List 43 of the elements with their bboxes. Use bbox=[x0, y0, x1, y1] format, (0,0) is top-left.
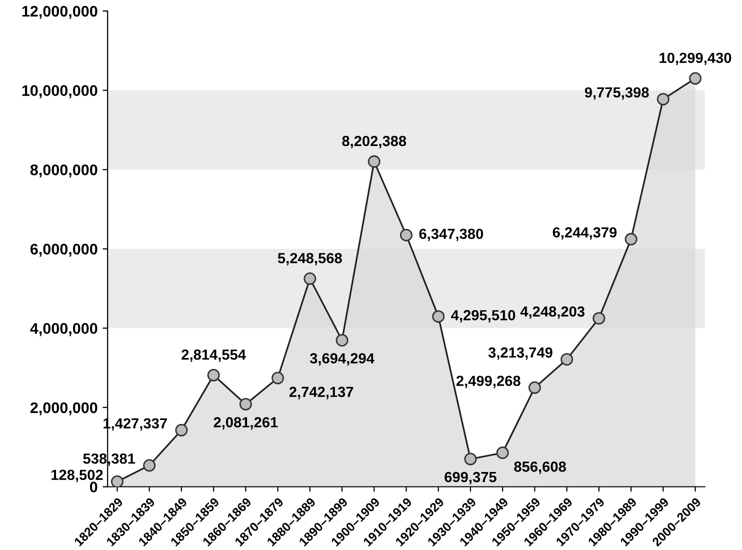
y-tick-label: 10,000,000 bbox=[22, 85, 98, 98]
point bbox=[496, 446, 509, 460]
point bbox=[207, 368, 220, 382]
point bbox=[592, 312, 606, 325]
point bbox=[336, 334, 348, 347]
data-label: 699,375 bbox=[444, 472, 496, 484]
data-label: 4,248,203 bbox=[520, 306, 585, 319]
point bbox=[239, 398, 252, 410]
point bbox=[272, 372, 284, 384]
point bbox=[368, 155, 380, 168]
data-label: 2,499,268 bbox=[456, 376, 520, 388]
data-label: 5,248,568 bbox=[278, 252, 342, 266]
point bbox=[464, 452, 477, 466]
data-label: 6,347,380 bbox=[419, 228, 484, 242]
point bbox=[304, 272, 316, 285]
y-tick-label: 12,000,000 bbox=[22, 6, 98, 19]
point bbox=[560, 353, 574, 366]
point bbox=[624, 232, 638, 246]
point bbox=[400, 228, 412, 242]
data-label: 6,244,379 bbox=[552, 227, 617, 240]
y-tick-label: 4,000,000 bbox=[30, 323, 98, 336]
y-tick-label: 8,000,000 bbox=[30, 164, 98, 178]
point bbox=[689, 72, 702, 85]
data-label: 10,299,430 bbox=[660, 52, 732, 66]
y-tick-label: 2,000,000 bbox=[30, 402, 98, 416]
data-label: 2,814,554 bbox=[182, 349, 246, 362]
data-label: 3,694,294 bbox=[310, 353, 374, 366]
data-label: 8,202,388 bbox=[342, 136, 406, 148]
data-label: 2,742,137 bbox=[289, 386, 354, 400]
point bbox=[175, 424, 188, 436]
y-tick-label: 6,000,000 bbox=[30, 244, 98, 257]
data-label: 4,295,510 bbox=[451, 310, 516, 322]
data-label: 3,213,749 bbox=[488, 347, 552, 360]
data-label: 128,502 bbox=[52, 470, 103, 482]
point bbox=[110, 475, 124, 487]
data-label: 9,775,398 bbox=[584, 87, 649, 100]
point bbox=[143, 459, 156, 472]
point bbox=[528, 381, 541, 394]
point bbox=[656, 92, 670, 106]
y-tick-label: 0 bbox=[90, 482, 98, 492]
data-label: 856,608 bbox=[514, 462, 566, 474]
data-label: 2,081,261 bbox=[214, 417, 278, 430]
point bbox=[432, 310, 445, 323]
